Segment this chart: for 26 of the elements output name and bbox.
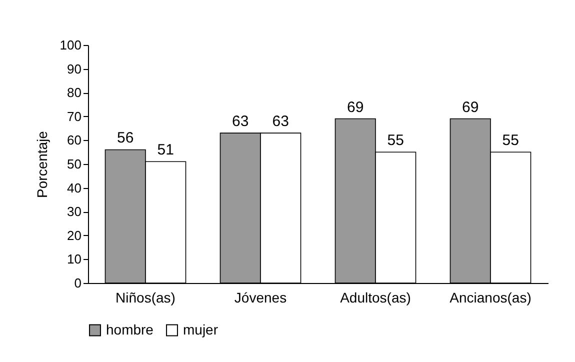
data-label: 69 — [347, 98, 364, 116]
y-tick-label: 40 — [67, 180, 82, 196]
data-label: 55 — [387, 132, 404, 150]
data-label: 51 — [157, 142, 174, 159]
x-tick-label: Niños(as) — [116, 290, 176, 306]
y-tick-label: 30 — [67, 204, 82, 220]
data-label: 63 — [232, 113, 249, 130]
y-tick-label: 20 — [67, 228, 82, 243]
data-label: 56 — [117, 130, 134, 147]
y-axis-title: Porcentaje — [34, 130, 50, 198]
data-label: 55 — [502, 132, 519, 150]
y-tick-label: 60 — [67, 132, 82, 148]
x-tick-label: Ancianos(as) — [450, 290, 532, 306]
x-tick-label: Adultos(as) — [340, 290, 411, 306]
y-tick-label: 80 — [67, 85, 82, 100]
data-label: 63 — [272, 113, 289, 130]
y-tick-label: 90 — [67, 61, 82, 76]
legend-label: hombre — [106, 321, 154, 338]
y-tick-label: 10 — [67, 252, 82, 267]
y-tick-label: 70 — [67, 108, 82, 124]
data-label: 69 — [462, 98, 479, 116]
legend-label: mujer — [183, 321, 218, 338]
y-tick-label: 50 — [67, 156, 82, 172]
x-tick-label: Jóvenes — [234, 290, 287, 306]
y-tick-label: 0 — [74, 276, 82, 290]
y-tick-label: 100 — [60, 38, 82, 52]
